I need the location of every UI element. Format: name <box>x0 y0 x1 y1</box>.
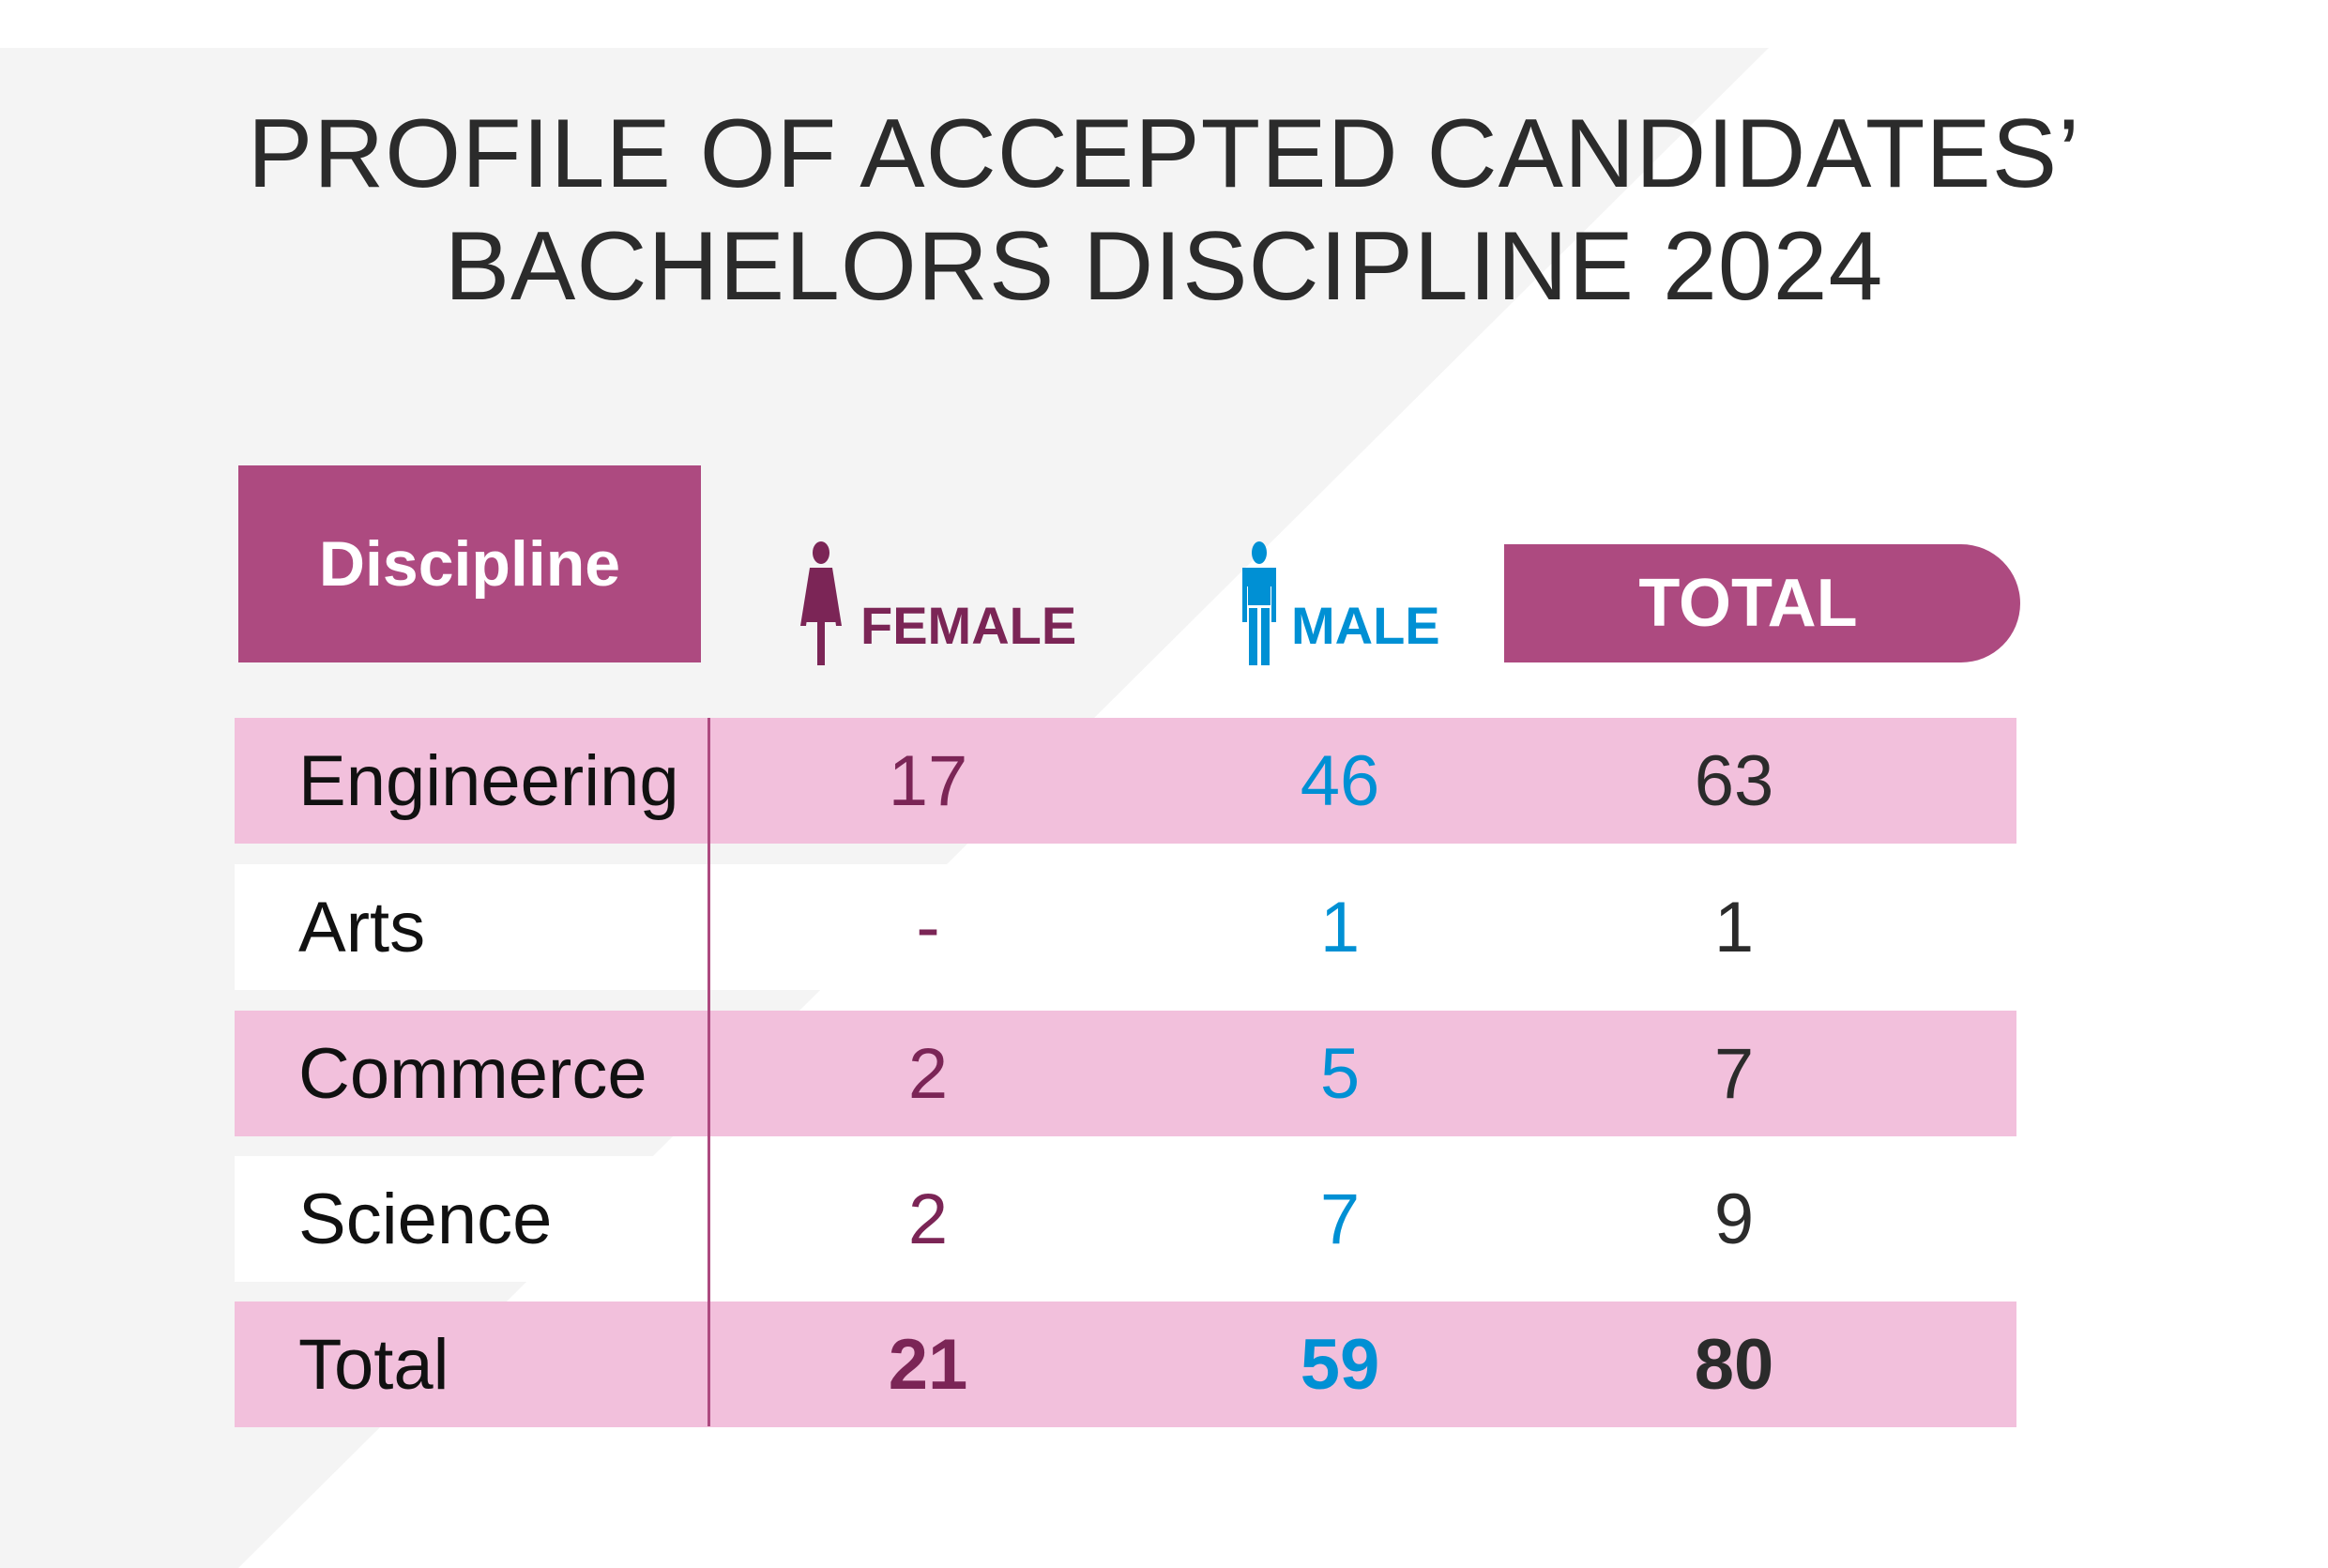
table-row: Commerce 2 5 7 <box>235 1011 2016 1136</box>
total-cell: 9 <box>1713 1179 1755 1259</box>
header-total: TOTAL <box>1504 544 2020 662</box>
total-cell: 80 <box>1694 1324 1774 1405</box>
female-cell: 17 <box>888 740 968 821</box>
discipline-cell: Engineering <box>298 740 679 821</box>
total-cell: 63 <box>1694 740 1774 821</box>
female-cell: 2 <box>907 1033 949 1114</box>
discipline-cell: Arts <box>298 887 426 967</box>
table-row: Engineering 17 46 63 <box>235 718 2016 844</box>
female-person-icon <box>800 541 842 665</box>
table-row: Total 21 59 80 <box>235 1302 2016 1427</box>
male-label: MALE <box>1291 596 1440 655</box>
header-male: MALE <box>1237 541 1440 665</box>
header-female: FEMALE <box>791 541 1076 665</box>
discipline-cell: Total <box>298 1324 449 1405</box>
page-title-line1: PROFILE OF ACCEPTED CANDIDATES’ <box>247 99 2081 208</box>
female-cell: 2 <box>907 1179 949 1259</box>
male-cell: 1 <box>1319 887 1361 967</box>
table-row: Arts - 1 1 <box>235 864 2016 990</box>
female-cell: 21 <box>888 1324 968 1405</box>
male-cell: 5 <box>1319 1033 1361 1114</box>
male-cell: 7 <box>1319 1179 1361 1259</box>
page-title-line2: BACHELORS DISCIPLINE 2024 <box>444 212 1884 321</box>
table-row: Science 2 7 9 <box>235 1156 2016 1282</box>
total-cell: 1 <box>1713 887 1755 967</box>
header-discipline: Discipline <box>238 465 701 662</box>
male-person-icon <box>1242 541 1276 665</box>
discipline-cell: Commerce <box>298 1033 647 1114</box>
column-divider <box>708 718 710 1426</box>
discipline-cell: Science <box>298 1179 553 1259</box>
female-label: FEMALE <box>860 596 1077 655</box>
female-cell: - <box>916 887 940 967</box>
total-cell: 7 <box>1713 1033 1755 1114</box>
male-cell: 59 <box>1300 1324 1380 1405</box>
male-cell: 46 <box>1300 740 1380 821</box>
